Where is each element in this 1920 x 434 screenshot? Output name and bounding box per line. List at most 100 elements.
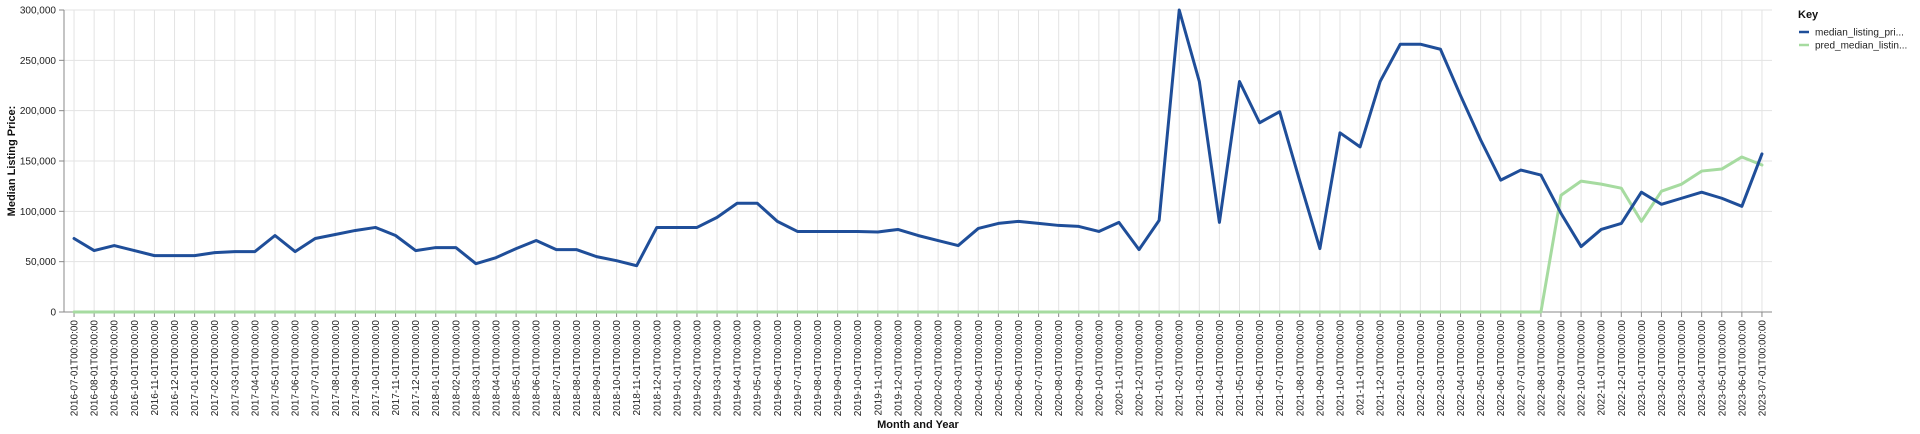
x-tick-label: 2016-09-01T00:00:00	[110, 320, 121, 417]
y-tick-label: 0	[50, 308, 56, 319]
x-tick-label: 2019-10-01T00:00:00	[853, 320, 864, 417]
x-tick-label: 2022-12-01T00:00:00	[1617, 320, 1628, 417]
x-tick-label: 2020-01-01T00:00:00	[914, 320, 925, 417]
x-tick-label: 2023-05-01T00:00:00	[1717, 320, 1728, 417]
x-tick-label: 2022-05-01T00:00:00	[1476, 320, 1487, 417]
y-tick-label: 300,000	[20, 6, 57, 17]
x-tick-label: 2023-03-01T00:00:00	[1677, 320, 1688, 417]
x-tick-label: 2016-07-01T00:00:00	[70, 320, 81, 417]
x-tick-label: 2023-06-01T00:00:00	[1737, 320, 1748, 417]
x-tick-label: 2018-08-01T00:00:00	[572, 320, 583, 417]
x-tick-label: 2020-12-01T00:00:00	[1135, 320, 1146, 417]
x-tick-label: 2019-05-01T00:00:00	[753, 320, 764, 417]
x-tick-label: 2021-10-01T00:00:00	[1335, 320, 1346, 417]
x-tick-label: 2023-04-01T00:00:00	[1697, 320, 1708, 417]
x-tick-label: 2020-05-01T00:00:00	[994, 320, 1005, 417]
x-tick-label: 2017-05-01T00:00:00	[270, 320, 281, 417]
y-tick-label: 100,000	[20, 207, 57, 218]
x-tick-label: 2022-08-01T00:00:00	[1536, 320, 1547, 417]
x-tick-label: 2019-03-01T00:00:00	[713, 320, 724, 417]
x-tick-label: 2021-04-01T00:00:00	[1215, 320, 1226, 417]
x-tick-label: 2016-10-01T00:00:00	[130, 320, 141, 417]
x-tick-label: 2019-04-01T00:00:00	[733, 320, 744, 417]
x-tick-label: 2022-10-01T00:00:00	[1577, 320, 1588, 417]
series-line-0	[72, 8, 1764, 268]
x-tick-label: 2023-01-01T00:00:00	[1637, 320, 1648, 417]
x-tick-label: 2017-11-01T00:00:00	[391, 320, 402, 416]
x-tick-label: 2016-08-01T00:00:00	[90, 320, 101, 417]
x-tick-label: 2018-09-01T00:00:00	[592, 320, 603, 417]
y-tick-label: 150,000	[20, 157, 57, 168]
x-tick-label: 2020-06-01T00:00:00	[1014, 320, 1025, 417]
x-tick-label: 2022-07-01T00:00:00	[1516, 320, 1527, 417]
series-line-1	[72, 155, 1764, 314]
x-tick-label: 2020-04-01T00:00:00	[974, 320, 985, 417]
x-tick-label: 2021-05-01T00:00:00	[1235, 320, 1246, 417]
legend-items: median_listing_pri... pred_median_listin.…	[1799, 28, 1907, 52]
x-tick-label: 2018-02-01T00:00:00	[451, 320, 462, 417]
y-axis-ticks: 0 50,000 100,000 150,000 200,000 250,000 300,0…	[20, 6, 64, 319]
x-tick-label: 2019-06-01T00:00:00	[773, 320, 784, 417]
x-tick-label: 2019-08-01T00:00:00	[813, 320, 824, 417]
x-tick-label: 2018-10-01T00:00:00	[612, 320, 623, 417]
x-tick-label: 2023-07-01T00:00:00	[1757, 320, 1768, 417]
x-tick-label: 2017-06-01T00:00:00	[291, 320, 302, 417]
x-tick-label: 2022-03-01T00:00:00	[1436, 320, 1447, 417]
x-tick-label: 2019-02-01T00:00:00	[692, 320, 703, 417]
x-tick-label: 2019-09-01T00:00:00	[833, 320, 844, 417]
x-tick-label: 2017-10-01T00:00:00	[371, 320, 382, 417]
x-axis-title: Month and Year	[877, 419, 959, 431]
x-tick-label: 2018-07-01T00:00:00	[552, 320, 563, 417]
x-tick-label: 2017-01-01T00:00:00	[190, 320, 201, 417]
x-tick-label: 2021-02-01T00:00:00	[1175, 320, 1186, 417]
x-tick-label: 2022-01-01T00:00:00	[1396, 320, 1407, 417]
legend-label-0: median_listing_pri...	[1815, 28, 1904, 39]
x-tick-label: 2018-04-01T00:00:00	[492, 320, 503, 417]
legend: Key median_listing_pri... pred_median_lis…	[1798, 9, 1907, 52]
x-tick-label: 2021-07-01T00:00:00	[1275, 320, 1286, 417]
y-tick-label: 250,000	[20, 56, 57, 67]
x-tick-label: 2019-12-01T00:00:00	[893, 320, 904, 417]
x-tick-label: 2018-11-01T00:00:00	[632, 320, 643, 416]
x-tick-label: 2018-03-01T00:00:00	[471, 320, 482, 417]
x-tick-label: 2020-02-01T00:00:00	[934, 320, 945, 417]
x-tick-label: 2018-06-01T00:00:00	[532, 320, 543, 417]
x-axis-ticks: 2016-07-01T00:00:00 2016-08-01T00:00:00 20…	[70, 312, 1768, 417]
x-tick-label: 2020-03-01T00:00:00	[954, 320, 965, 417]
x-tick-label: 2022-04-01T00:00:00	[1456, 320, 1467, 417]
x-tick-label: 2019-11-01T00:00:00	[873, 320, 884, 416]
grid	[64, 9, 1772, 313]
x-tick-label: 2022-02-01T00:00:00	[1416, 320, 1427, 417]
x-tick-label: 2021-09-01T00:00:00	[1315, 320, 1326, 417]
x-tick-label: 2017-08-01T00:00:00	[331, 320, 342, 417]
x-tick-label: 2017-02-01T00:00:00	[210, 320, 221, 417]
x-tick-label: 2020-07-01T00:00:00	[1034, 320, 1045, 417]
x-tick-label: 2018-01-01T00:00:00	[431, 320, 442, 417]
x-tick-label: 2022-06-01T00:00:00	[1496, 320, 1507, 417]
x-tick-label: 2021-03-01T00:00:00	[1195, 320, 1206, 417]
x-tick-label: 2018-12-01T00:00:00	[652, 320, 663, 417]
x-tick-label: 2021-06-01T00:00:00	[1255, 320, 1266, 417]
x-tick-label: 2016-11-01T00:00:00	[150, 320, 161, 416]
x-tick-label: 2019-07-01T00:00:00	[793, 320, 804, 417]
x-tick-label: 2022-09-01T00:00:00	[1557, 320, 1568, 417]
x-tick-label: 2017-07-01T00:00:00	[311, 320, 322, 417]
x-tick-label: 2020-08-01T00:00:00	[1054, 320, 1065, 417]
x-tick-label: 2017-12-01T00:00:00	[411, 320, 422, 417]
x-tick-label: 2020-09-01T00:00:00	[1074, 320, 1085, 417]
x-tick-label: 2020-10-01T00:00:00	[1094, 320, 1105, 417]
x-tick-label: 2017-03-01T00:00:00	[230, 320, 241, 417]
x-tick-label: 2022-11-01T00:00:00	[1597, 320, 1608, 416]
x-tick-label: 2019-01-01T00:00:00	[672, 320, 683, 417]
x-tick-label: 2020-11-01T00:00:00	[1114, 320, 1125, 416]
x-tick-label: 2021-11-01T00:00:00	[1356, 320, 1367, 416]
x-tick-label: 2017-04-01T00:00:00	[250, 320, 261, 417]
x-tick-label: 2017-09-01T00:00:00	[351, 320, 362, 417]
x-tick-label: 2021-08-01T00:00:00	[1295, 320, 1306, 417]
legend-title: Key	[1798, 9, 1819, 21]
y-tick-label: 200,000	[20, 106, 57, 117]
x-tick-label: 2018-05-01T00:00:00	[512, 320, 523, 417]
x-tick-label: 2021-12-01T00:00:00	[1376, 320, 1387, 417]
y-axis-title: Median Listing Price:	[6, 106, 18, 217]
